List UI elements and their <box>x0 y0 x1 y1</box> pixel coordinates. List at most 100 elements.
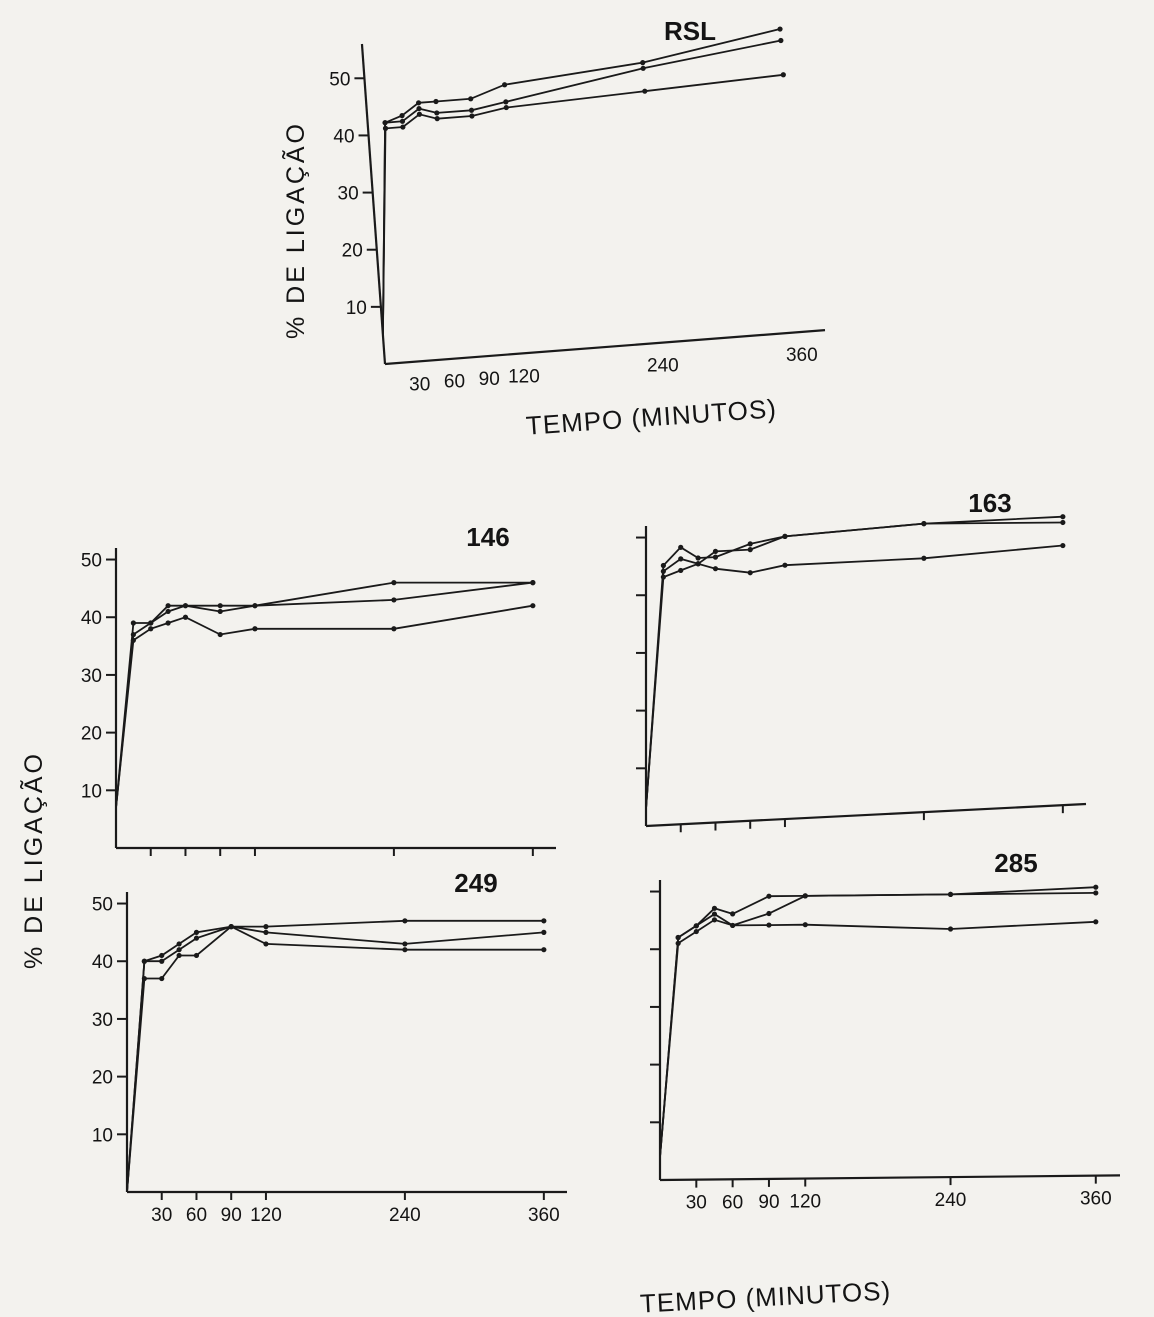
data-point <box>660 568 666 574</box>
data-point <box>165 608 171 615</box>
data-point <box>777 26 783 32</box>
y-tick-label: 20 <box>342 241 363 262</box>
data-point <box>678 544 684 550</box>
x-tick-label: 60 <box>722 1192 743 1213</box>
data-point <box>921 555 927 561</box>
data-point <box>252 603 258 609</box>
data-point <box>1093 890 1099 896</box>
series-line-2 <box>659 892 1096 1157</box>
data-point <box>711 917 718 923</box>
y-tick-label: 30 <box>92 1010 113 1031</box>
data-point <box>802 922 808 928</box>
panel-title: RSL <box>664 16 716 46</box>
data-point <box>730 911 736 917</box>
data-point <box>921 521 927 527</box>
data-point <box>766 922 772 928</box>
data-point <box>503 104 509 111</box>
y-tick-label: 50 <box>92 895 113 916</box>
data-point <box>712 566 719 572</box>
data-point <box>693 923 699 929</box>
data-point <box>391 597 397 603</box>
y-axis-label: % DE LIGAÇÃO <box>281 121 310 339</box>
data-point <box>217 608 223 615</box>
data-point <box>693 928 699 935</box>
data-point <box>399 118 406 124</box>
x-tick-label: 240 <box>647 356 679 377</box>
x-axis <box>645 802 1087 828</box>
y-tick-label: 10 <box>346 298 367 319</box>
series-line-3 <box>659 918 1096 1157</box>
y-tick-label: 50 <box>81 551 102 572</box>
data-point <box>217 631 223 638</box>
data-point <box>382 125 389 131</box>
data-point <box>712 548 719 554</box>
data-point <box>399 113 405 119</box>
panel-title: 285 <box>994 848 1037 878</box>
data-point <box>434 110 440 116</box>
data-point <box>130 631 136 638</box>
x-axis <box>659 1174 1121 1182</box>
data-point <box>141 975 147 982</box>
data-point <box>1060 519 1066 526</box>
data-point <box>695 555 701 561</box>
data-point <box>642 88 648 94</box>
x-tick-label: 90 <box>758 1192 779 1213</box>
shared-y-axis-label: % DE LIGAÇÃO <box>19 751 48 969</box>
data-point <box>148 620 154 626</box>
data-point <box>263 924 269 930</box>
data-point <box>530 580 536 586</box>
data-point <box>782 562 788 568</box>
data-point <box>675 940 681 946</box>
y-tick-label: 50 <box>329 69 350 90</box>
data-point <box>228 924 234 930</box>
data-point <box>711 911 718 917</box>
data-point <box>176 941 182 947</box>
data-point <box>747 547 753 553</box>
data-point <box>165 603 171 609</box>
data-point <box>434 116 440 122</box>
y-tick-label: 40 <box>81 608 102 629</box>
data-point <box>402 947 408 953</box>
series-line-2 <box>126 925 544 1193</box>
x-tick-label: 240 <box>935 1190 967 1211</box>
data-point <box>415 100 422 106</box>
data-point <box>468 107 475 113</box>
series-line-1 <box>382 28 781 336</box>
data-point <box>530 603 536 609</box>
data-point <box>780 72 786 78</box>
data-point <box>400 124 406 130</box>
data-point <box>159 975 165 982</box>
data-point <box>468 96 474 102</box>
series-line-3 <box>382 73 784 336</box>
x-tick-label: 90 <box>221 1205 242 1226</box>
data-point <box>469 113 475 119</box>
data-point <box>695 561 701 567</box>
x-axis-label: TEMPO (MINUTOS) <box>525 393 778 440</box>
data-point <box>640 65 646 71</box>
series-line-2 <box>382 39 782 336</box>
series-line-3 <box>645 544 1063 809</box>
data-point <box>747 570 753 576</box>
y-tick-label: 30 <box>81 666 102 687</box>
panel-249: 249 10 20 30 40 50 30 60 90 120 240 360 <box>92 868 567 1226</box>
y-tick-label: 20 <box>81 724 102 745</box>
data-point <box>252 626 258 632</box>
series-line-3 <box>115 604 533 808</box>
data-point <box>182 614 189 620</box>
data-point <box>176 947 182 953</box>
data-point <box>391 580 397 586</box>
x-tick-label: 30 <box>151 1205 172 1226</box>
data-point <box>416 105 422 112</box>
data-point <box>130 620 136 626</box>
data-point <box>503 99 509 105</box>
x-tick-label: 120 <box>508 366 540 387</box>
y-tick-label: 10 <box>92 1125 113 1146</box>
data-point <box>947 891 954 898</box>
y-tick-label: 30 <box>338 184 359 205</box>
panel-146: 146 10 20 30 40 50 <box>81 522 556 856</box>
data-point <box>402 941 408 947</box>
y-axis <box>360 43 387 365</box>
data-point <box>193 929 200 935</box>
data-point <box>159 952 165 959</box>
